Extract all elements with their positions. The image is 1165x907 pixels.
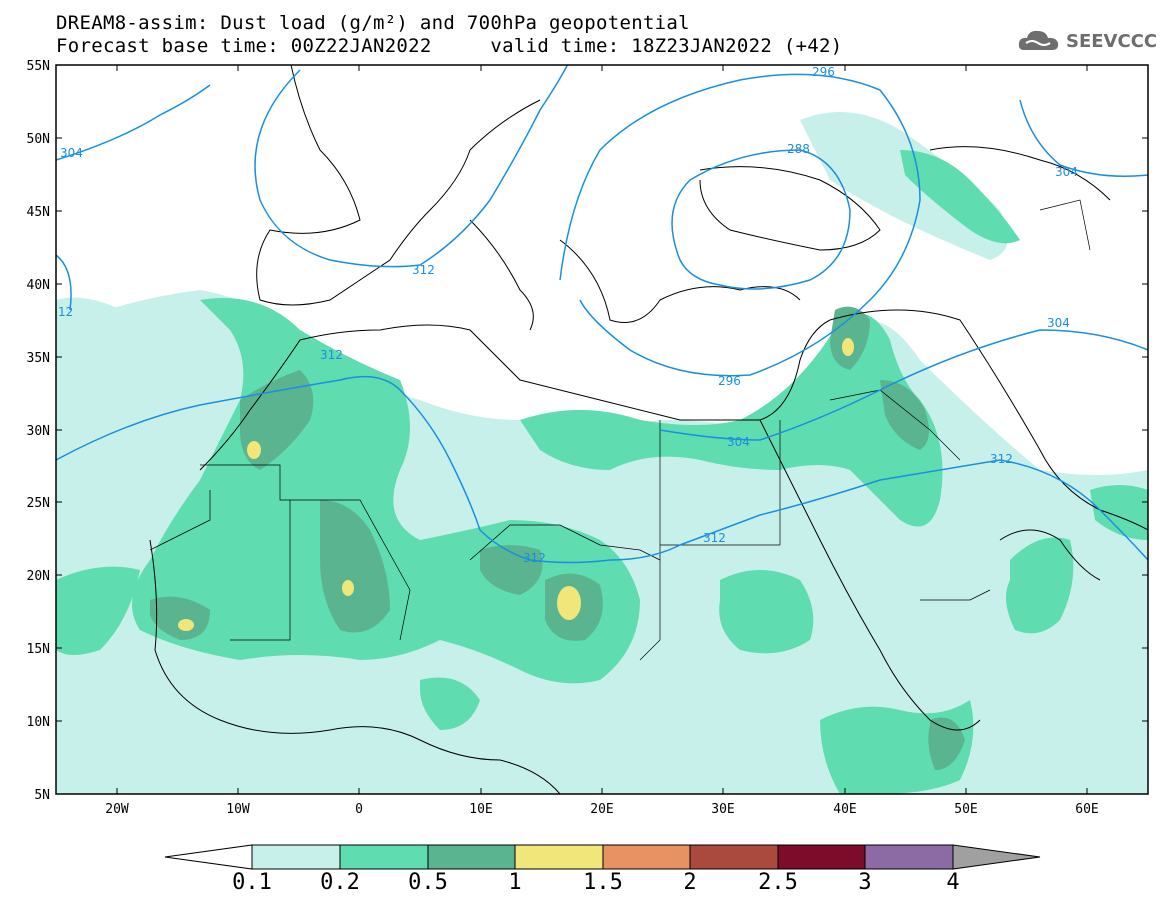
contour-label: 312 xyxy=(412,263,435,277)
seevccc-logo: SEEVCCC xyxy=(1018,28,1157,54)
colorbar-swatch xyxy=(251,844,341,870)
colorbar-label: 1 xyxy=(508,870,522,895)
lat-label: 50N xyxy=(27,132,50,147)
lat-label: 40N xyxy=(27,278,50,293)
colorbar-label: 4 xyxy=(946,870,960,895)
contour-label: 312 xyxy=(523,551,546,565)
lon-label: 50E xyxy=(954,802,977,817)
logo-text: SEEVCCC xyxy=(1066,30,1158,52)
lat-label: 35N xyxy=(27,351,50,366)
lat-label: 5N xyxy=(34,788,50,803)
lat-label: 15N xyxy=(27,642,50,657)
colorbar xyxy=(164,844,1041,870)
colorbar-swatch xyxy=(602,844,691,870)
contour-label: 312 xyxy=(320,348,343,362)
lat-label: 30N xyxy=(27,424,50,439)
contour-label: 288 xyxy=(787,142,810,156)
geopotential-contours xyxy=(56,65,1148,564)
colorbar-label: 2 xyxy=(683,870,697,895)
colorbar-label: 1.5 xyxy=(583,870,623,895)
lat-label: 45N xyxy=(27,205,50,220)
lon-label: 20E xyxy=(590,802,613,817)
lon-label: 10E xyxy=(469,802,492,817)
lon-label: 20W xyxy=(105,802,129,817)
map-subtitle: Forecast base time: 00Z22JAN2022 valid t… xyxy=(56,35,843,57)
lat-label: 20N xyxy=(27,569,50,584)
lat-label: 55N xyxy=(27,59,50,74)
colorbar-swatch xyxy=(864,844,954,870)
colorbar-label: 0.2 xyxy=(320,870,360,895)
lat-label: 10N xyxy=(27,715,50,730)
contour-labels: 296 288 304 304 312 312 296 304 304 312 … xyxy=(58,65,1078,565)
lat-label: 25N xyxy=(27,496,50,511)
lon-axis: 20W 10W 0 10E 20E 30E 40E 50E 60E xyxy=(105,65,1099,817)
valid-time: valid time: 18Z23JAN2022 (+42) xyxy=(490,35,843,57)
contour-label: 296 xyxy=(812,65,835,79)
map-title: DREAM8-assim: Dust load (g/m²) and 700hP… xyxy=(56,12,690,34)
base-time: Forecast base time: 00Z22JAN2022 xyxy=(56,35,432,57)
borders xyxy=(149,199,1091,661)
lon-label: 30E xyxy=(711,802,734,817)
lat-axis: 55N 50N 45N 40N 35N 30N 25N 20N 15N 10N … xyxy=(27,59,1148,803)
colorbar-swatch xyxy=(777,844,866,870)
contour-label: 312 xyxy=(703,531,726,545)
lon-label: 0 xyxy=(355,802,363,817)
colorbar-swatch xyxy=(339,844,429,870)
lon-label: 60E xyxy=(1075,802,1098,817)
contour-label: 12 xyxy=(58,305,73,319)
colorbar-label: 3 xyxy=(858,870,872,895)
dust-level-high xyxy=(178,338,854,631)
contour-label: 296 xyxy=(718,374,741,388)
cloud-icon xyxy=(1018,30,1059,50)
lon-label: 10W xyxy=(226,802,250,817)
contour-label: 304 xyxy=(1055,165,1078,179)
colorbar-swatch xyxy=(689,844,779,870)
contour-label: 304 xyxy=(727,435,750,449)
colorbar-high-arrow xyxy=(952,844,1041,870)
colorbar-swatch xyxy=(514,844,604,870)
map-area: 296 288 304 304 312 312 296 304 304 312 … xyxy=(56,65,1148,794)
lon-label: 40E xyxy=(833,802,856,817)
colorbar-label: 2.5 xyxy=(758,870,798,895)
contour-label: 304 xyxy=(60,146,83,160)
contour-label: 312 xyxy=(990,452,1013,466)
contour-label: 304 xyxy=(1047,316,1070,330)
coastlines xyxy=(149,65,1148,794)
colorbar-swatch xyxy=(427,844,516,870)
colorbar-low-arrow xyxy=(164,844,253,870)
colorbar-label: 0.1 xyxy=(232,870,272,895)
colorbar-label: 0.5 xyxy=(408,870,448,895)
